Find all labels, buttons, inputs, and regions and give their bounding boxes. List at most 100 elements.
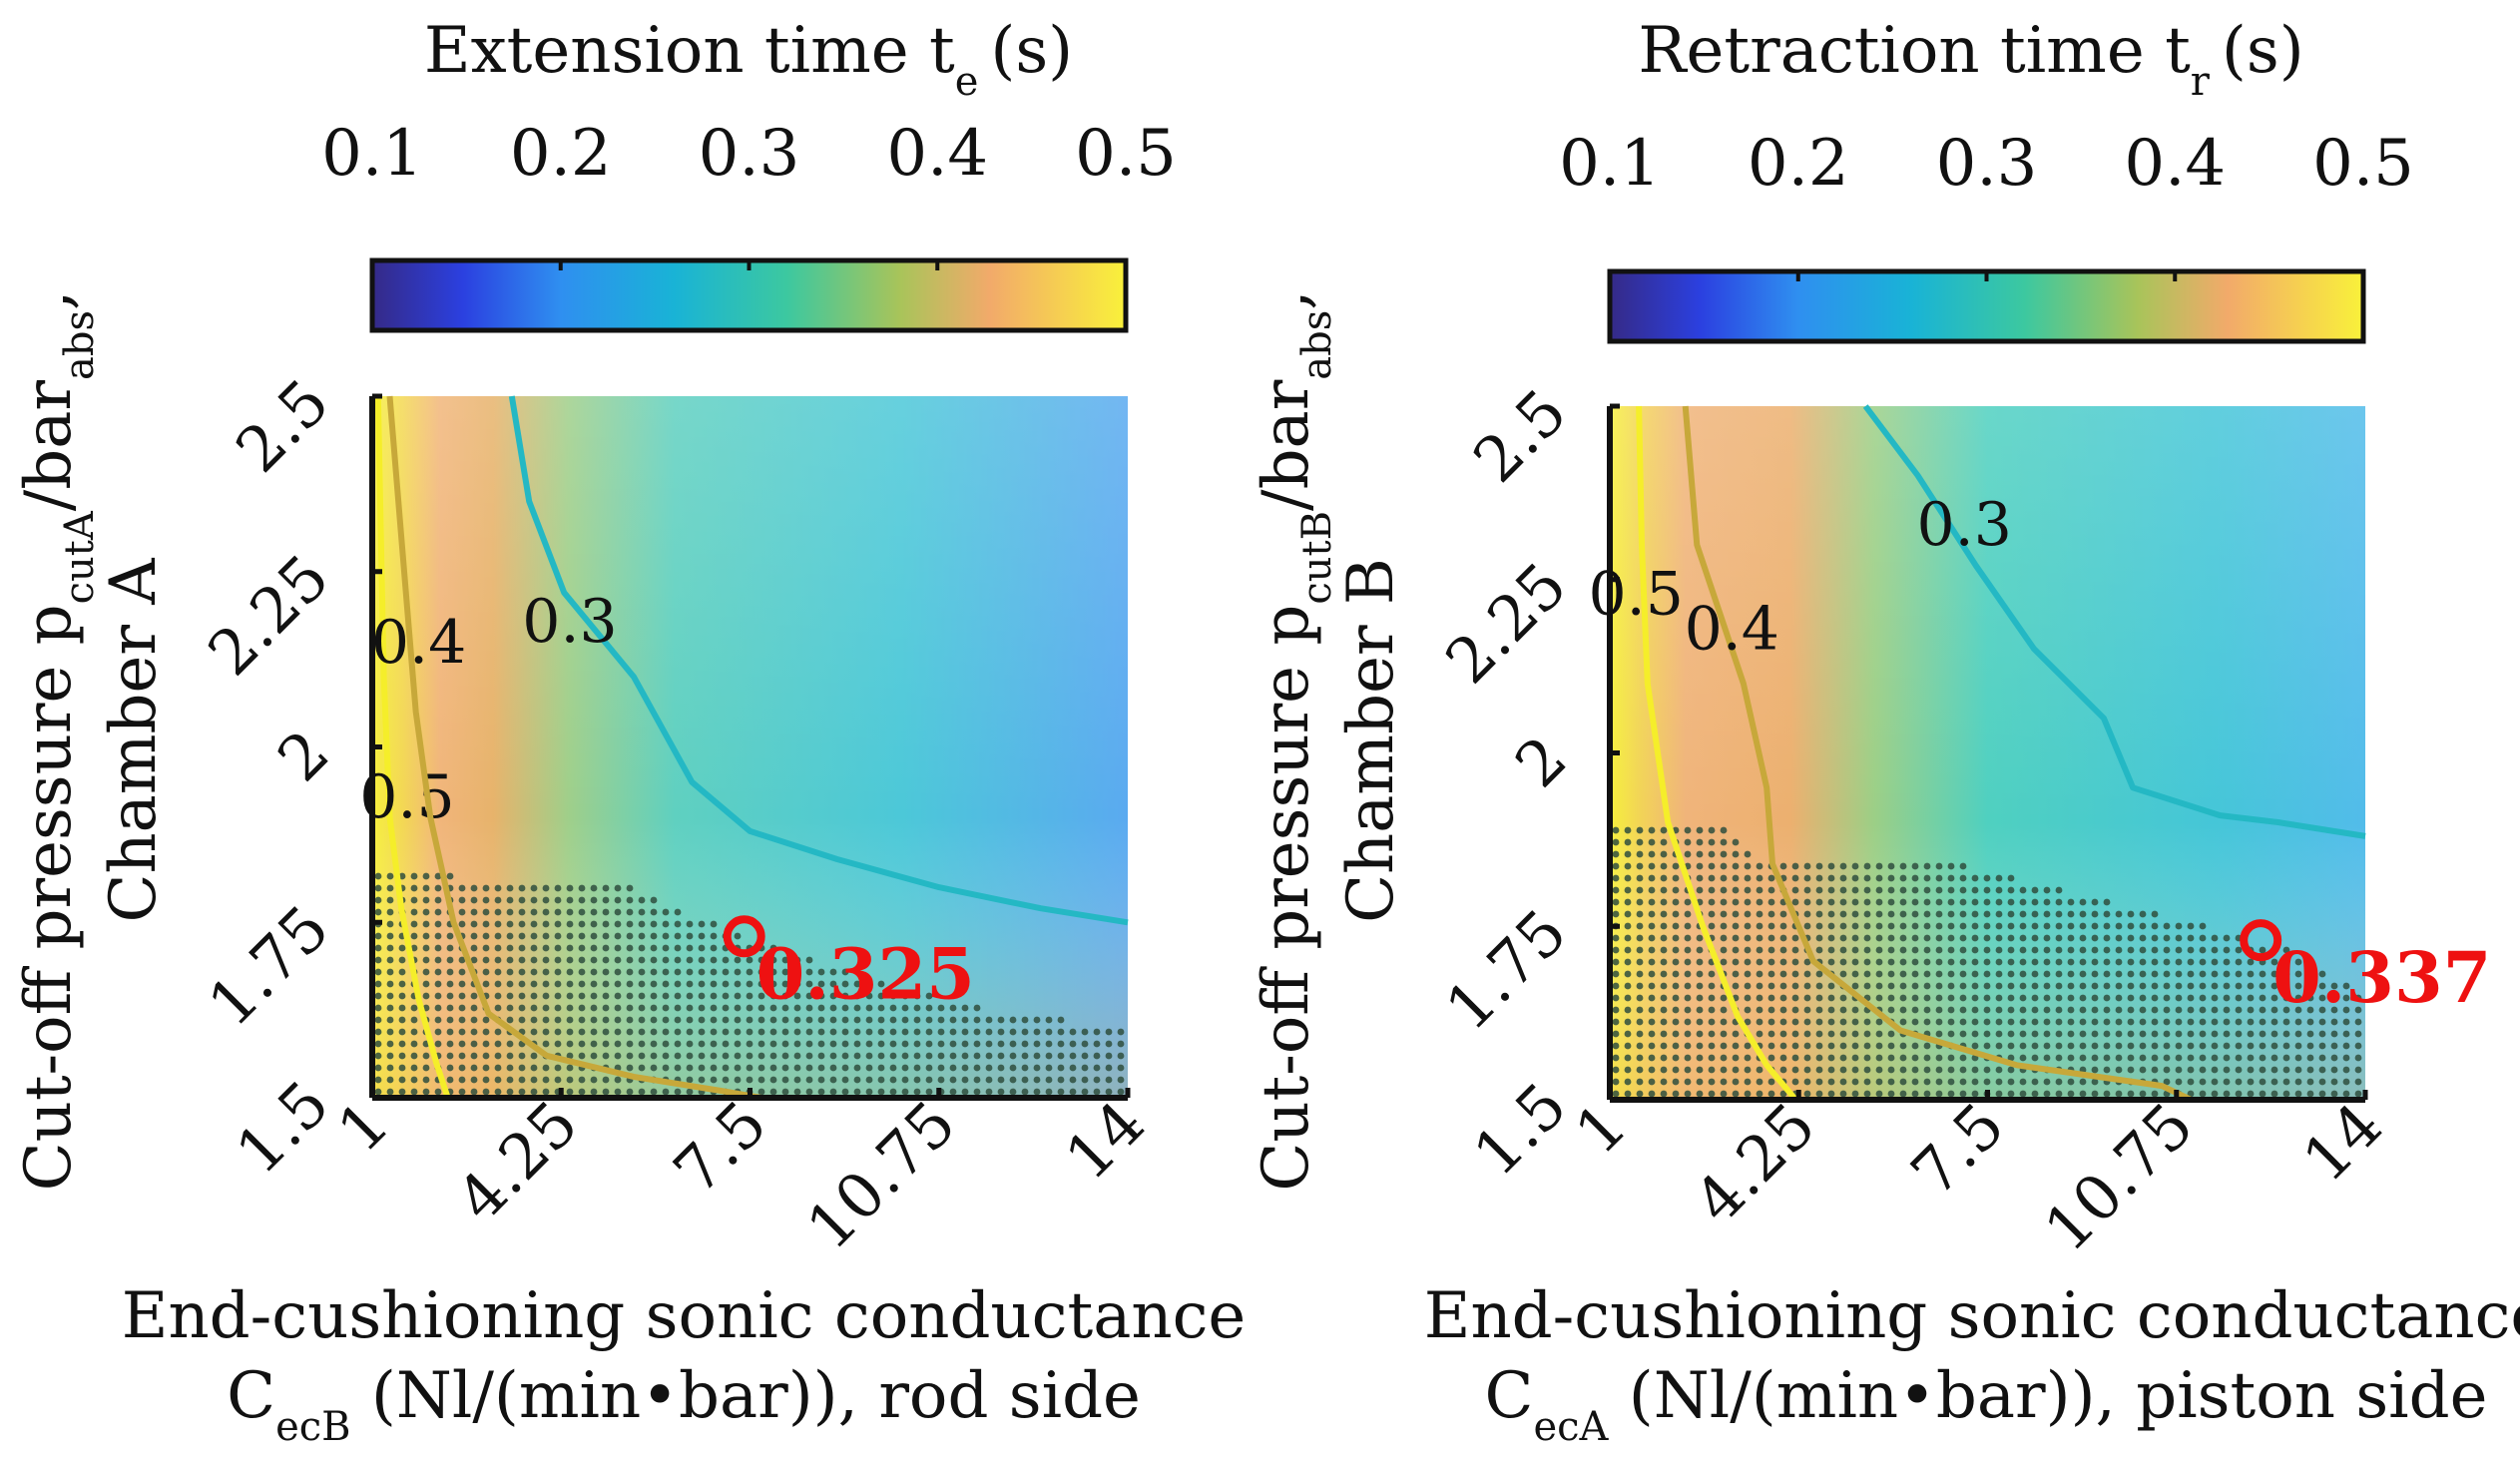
feasible-dot: [554, 1040, 562, 1048]
feasible-dot: [710, 1064, 718, 1072]
feasible-dot: [2067, 1018, 2075, 1026]
feasible-dot: [1756, 934, 1764, 942]
feasible-dot: [650, 956, 658, 964]
feasible-dot: [1756, 994, 1764, 1002]
feasible-dot: [374, 896, 382, 904]
feasible-dot: [470, 896, 478, 904]
feasible-dot: [1069, 1076, 1077, 1084]
feasible-dot: [2115, 994, 2123, 1002]
optimum-marker: [723, 915, 765, 958]
feasible-dot: [1648, 1030, 1656, 1038]
feasible-dot: [1995, 958, 2003, 966]
feasible-dot: [1636, 1078, 1644, 1086]
feasible-dot: [614, 944, 622, 952]
feasible-dot: [1672, 910, 1680, 918]
feasible-dot: [2103, 1042, 2111, 1050]
feasible-dot: [1935, 1054, 1943, 1062]
feasible-dot: [1971, 982, 1979, 990]
feasible-dot: [602, 896, 610, 904]
feasible-dot: [973, 1040, 981, 1048]
feasible-dot: [434, 908, 442, 916]
feasible-dot: [470, 1028, 478, 1036]
feasible-dot: [2270, 1090, 2278, 1098]
feasible-dot: [1947, 874, 1955, 882]
feasible-dot: [2079, 910, 2087, 918]
feasible-dot: [2103, 958, 2111, 966]
feasible-dot: [1971, 898, 1979, 906]
feasible-dot: [1803, 1006, 1811, 1014]
feasible-dot: [1057, 1088, 1065, 1096]
feasible-dot: [2127, 994, 2135, 1002]
feasible-dot: [494, 920, 502, 928]
feasible-dot: [1851, 1066, 1859, 1074]
feasible-dot: [1756, 910, 1764, 918]
feasible-dot: [2294, 1078, 2302, 1086]
feasible-dot: [1851, 922, 1859, 930]
feasible-dot: [1911, 898, 1919, 906]
feasible-dot: [506, 932, 514, 940]
feasible-dot: [841, 1052, 849, 1060]
feasible-dot: [1660, 1078, 1668, 1086]
feasible-dot: [1612, 910, 1620, 918]
feasible-dot: [1624, 958, 1632, 966]
feasible-dot: [865, 1040, 873, 1048]
feasible-dot: [602, 980, 610, 988]
feasible-dot: [2259, 994, 2267, 1002]
feasible-dot: [2354, 1078, 2362, 1086]
feasible-dot: [434, 1016, 442, 1024]
feasible-dot: [2151, 1090, 2159, 1098]
feasible-dot: [1875, 946, 1883, 954]
feasible-dot: [746, 956, 754, 964]
feasible-dot: [710, 1076, 718, 1084]
feasible-dot: [2043, 1018, 2051, 1026]
feasible-dot: [494, 1004, 502, 1012]
feasible-dot: [650, 896, 658, 904]
feasible-dot: [1732, 1090, 1740, 1098]
feasible-dot: [985, 1016, 993, 1024]
feasible-dot: [1660, 922, 1668, 930]
feasible-dot: [710, 968, 718, 976]
feasible-dot: [710, 980, 718, 988]
feasible-dot: [1827, 934, 1835, 942]
feasible-dot: [1791, 934, 1799, 942]
feasible-dot: [482, 896, 490, 904]
feasible-dot: [434, 920, 442, 928]
feasible-dot: [805, 1040, 813, 1048]
feasible-dot: [1744, 982, 1752, 990]
feasible-dot: [2330, 1042, 2338, 1050]
feasible-dot: [1744, 922, 1752, 930]
feasible-dot: [1117, 1064, 1125, 1072]
feasible-dot: [2091, 898, 2099, 906]
feasible-dot: [1923, 934, 1931, 942]
feasible-dot: [614, 1016, 622, 1024]
feasible-dot: [1696, 934, 1704, 942]
feasible-dot: [1708, 1042, 1716, 1050]
feasible-dot: [1827, 922, 1835, 930]
feasible-dot: [554, 884, 562, 892]
feasible-dot: [638, 1088, 646, 1096]
feasible-dot: [2306, 1078, 2314, 1086]
feasible-dot: [1009, 1088, 1017, 1096]
feasible-dot: [1815, 1042, 1823, 1050]
feasible-dot: [1672, 958, 1680, 966]
feasible-dot: [2151, 1030, 2159, 1038]
feasible-dot: [1117, 1076, 1125, 1084]
feasible-dot: [554, 968, 562, 976]
feasible-dot: [949, 1028, 957, 1036]
feasible-dot: [590, 944, 598, 952]
feasible-dot: [1995, 874, 2003, 882]
feasible-dot: [2151, 910, 2159, 918]
feasible-dot: [398, 1076, 406, 1084]
feasible-dot: [1684, 1078, 1692, 1086]
feasible-dot: [698, 1004, 706, 1012]
feasible-dot: [997, 1088, 1005, 1096]
feasible-dot: [446, 872, 454, 880]
feasible-dot: [793, 1040, 801, 1048]
feasible-dot: [458, 992, 466, 1000]
feasible-dot: [1887, 910, 1895, 918]
feasible-dot: [578, 1088, 586, 1096]
feasible-dot: [590, 920, 598, 928]
feasible-dot: [2043, 1090, 2051, 1098]
feasible-dot: [1959, 1006, 1967, 1014]
feasible-dot: [1899, 982, 1907, 990]
